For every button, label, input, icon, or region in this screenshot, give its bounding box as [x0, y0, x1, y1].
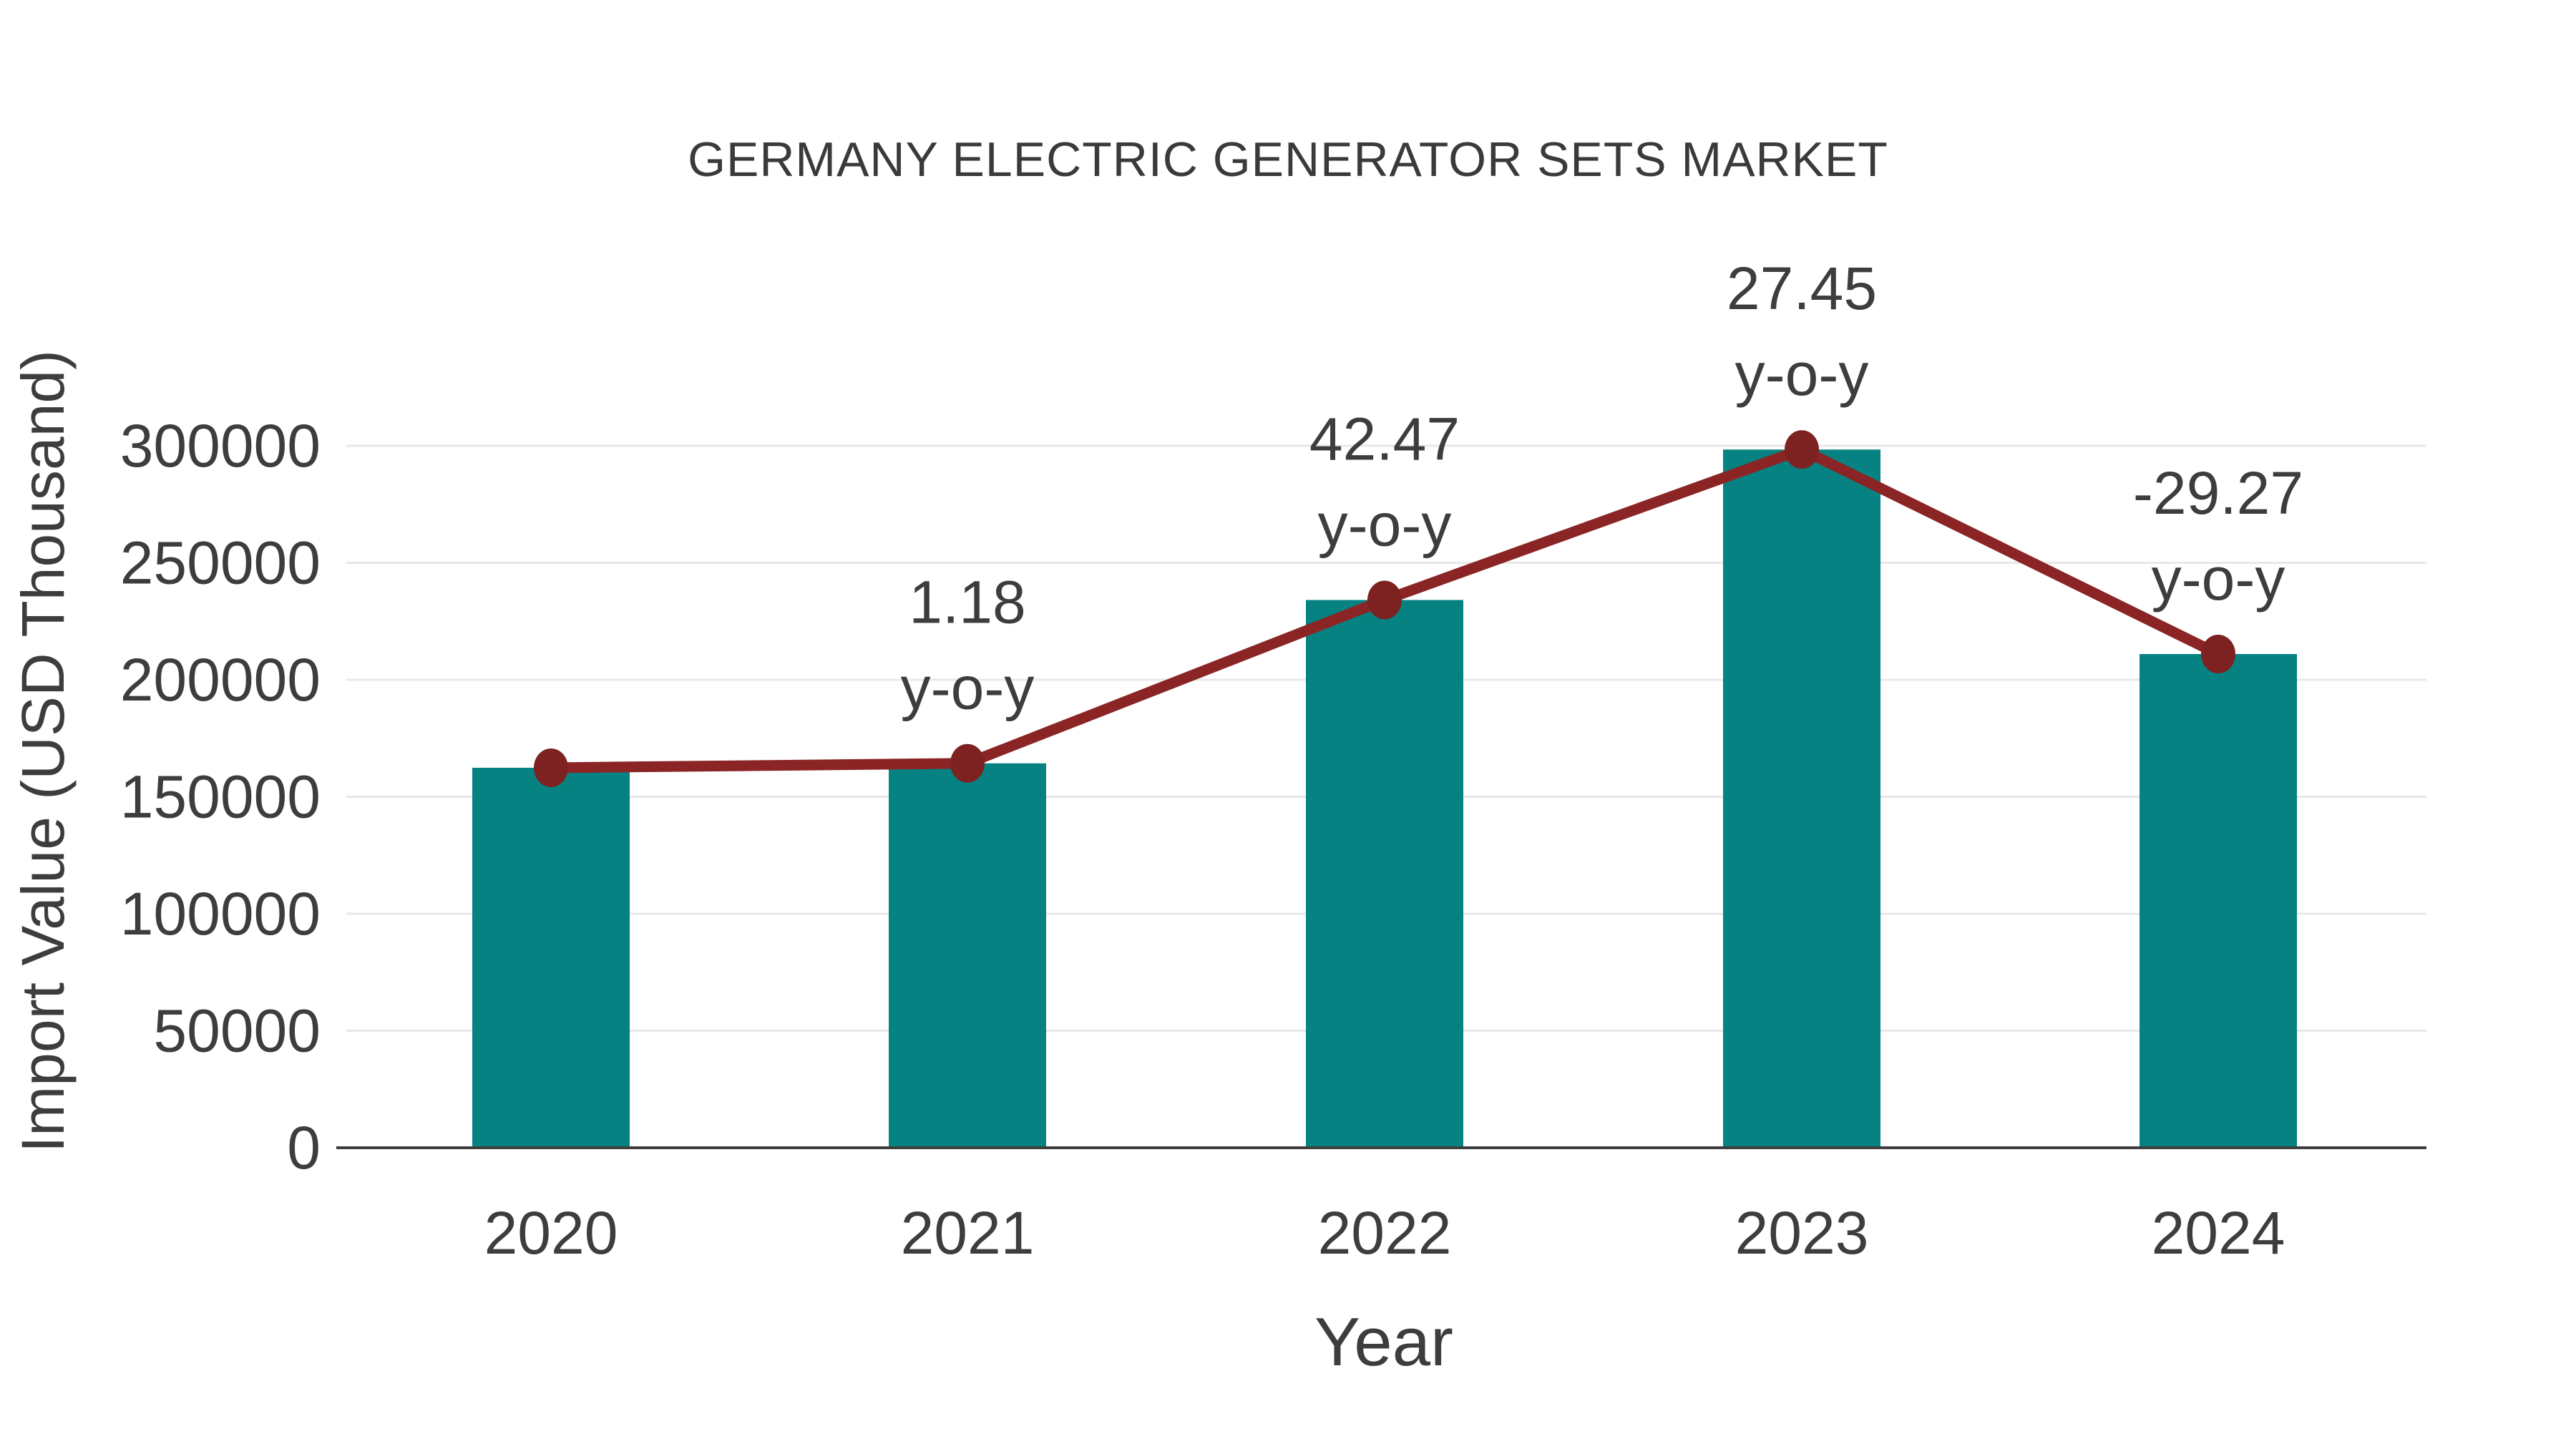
bar-2020	[472, 767, 630, 1148]
marker-2020	[534, 748, 568, 787]
x-tick-label-2023: 2023	[1735, 1199, 1869, 1267]
yoy-value-label-2021: 1.18	[909, 569, 1026, 636]
y-tick-label: 150000	[120, 763, 321, 831]
bar-2023	[1723, 449, 1880, 1148]
marker-2021	[950, 743, 985, 783]
yoy-value-label-2023: 27.45	[1727, 255, 1877, 322]
bar-2021	[889, 763, 1046, 1148]
y-tick-label: 250000	[120, 530, 321, 597]
chart-title: GERMANY ELECTRIC GENERATOR SETS MARKET	[688, 132, 1888, 187]
yoy-suffix-label-2022: y-o-y	[1318, 491, 1452, 558]
y-tick-label: 100000	[120, 880, 321, 947]
x-axis-title: Year	[1314, 1304, 1453, 1380]
yoy-value-label-2024: -29.27	[2133, 459, 2303, 527]
yoy-suffix-label-2024: y-o-y	[2152, 545, 2285, 613]
bar-2024	[2140, 654, 2297, 1148]
x-tick-label-2024: 2024	[2152, 1199, 2285, 1267]
bar-2022	[1306, 600, 1463, 1148]
marker-2024	[2201, 635, 2235, 674]
marker-2023	[1785, 430, 1819, 469]
marker-2022	[1367, 580, 1402, 620]
x-tick-label-2022: 2022	[1318, 1199, 1452, 1267]
y-tick-label: 0	[287, 1114, 321, 1181]
yoy-suffix-label-2023: y-o-y	[1735, 341, 1869, 408]
yoy-value-label-2022: 42.47	[1309, 405, 1460, 472]
x-tick-label-2021: 2021	[901, 1199, 1035, 1267]
y-tick-label: 50000	[153, 997, 321, 1065]
x-tick-label-2020: 2020	[484, 1199, 618, 1267]
y-tick-label: 200000	[120, 646, 321, 713]
y-tick-label: 300000	[120, 412, 321, 479]
yoy-suffix-label-2021: y-o-y	[901, 655, 1035, 722]
